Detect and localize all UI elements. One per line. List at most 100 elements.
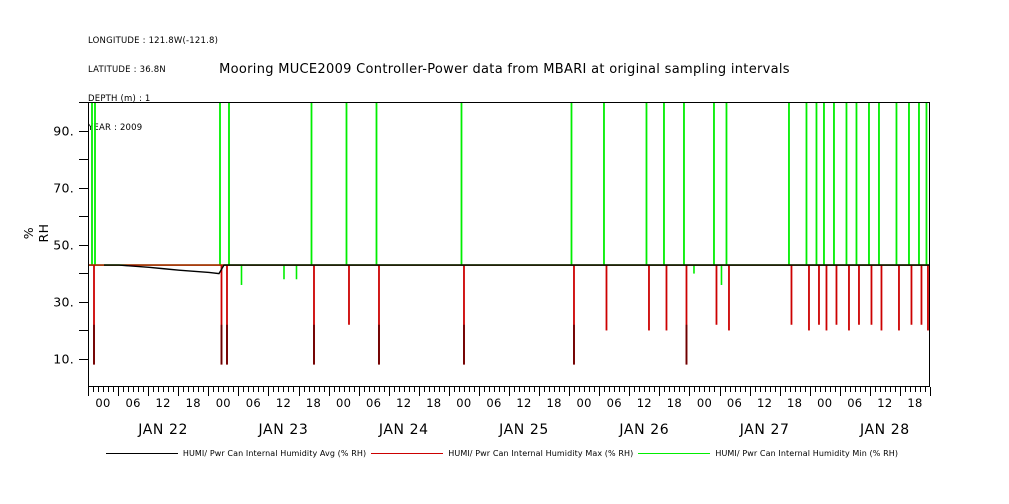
x-axis-minor-tick	[709, 387, 711, 392]
x-axis-minor-tick	[674, 387, 676, 392]
y-axis-tick-label: 50.	[53, 237, 74, 252]
legend-label: HUMI/ Pwr Can Internal Humidity Max (% R…	[448, 449, 634, 458]
legend-color-swatch	[371, 453, 444, 454]
year-text: YEAR : 2009	[88, 122, 143, 133]
y-axis-tick-label: 30.	[53, 294, 74, 309]
x-axis-minor-tick	[398, 387, 400, 392]
x-axis-minor-tick	[213, 387, 215, 392]
x-axis-hour-label: 00	[576, 396, 592, 410]
plot-area	[88, 102, 930, 387]
x-axis-minor-tick	[468, 387, 470, 392]
x-axis-minor-tick	[664, 387, 666, 392]
x-axis-minor-tick	[453, 387, 455, 392]
x-axis-minor-tick	[113, 387, 115, 392]
x-axis-minor-tick	[203, 387, 205, 392]
x-axis-minor-tick	[739, 387, 741, 392]
x-axis-hour-label: 18	[426, 396, 442, 410]
x-axis-minor-tick	[98, 387, 100, 392]
y-axis-tick	[79, 187, 88, 189]
x-axis-minor-tick	[699, 387, 701, 392]
legend-label: HUMI/ Pwr Can Internal Humidity Min (% R…	[715, 449, 899, 458]
x-axis-major-tick	[418, 387, 420, 396]
x-axis-minor-tick	[514, 387, 515, 392]
x-axis-minor-tick	[889, 387, 891, 392]
x-axis-day-labels: JAN 22 JAN 23 JAN 24 JAN 25 JAN 26 JAN 27 JAN …	[88, 422, 930, 442]
x-axis-major-tick	[629, 387, 631, 396]
x-axis-minor-tick	[649, 387, 651, 392]
x-axis-minor-tick	[644, 387, 646, 392]
x-axis-minor-tick	[373, 387, 375, 392]
x-axis-minor-tick	[694, 387, 696, 392]
x-axis-major-tick	[328, 387, 330, 396]
x-axis-hour-label: 18	[546, 396, 562, 410]
x-axis-minor-tick	[684, 387, 686, 392]
x-axis-minor-tick	[614, 387, 616, 392]
x-axis-day-label: JAN 22	[138, 422, 189, 438]
x-axis-hour-label: 00	[95, 396, 111, 410]
x-axis-minor-tick	[824, 387, 826, 392]
y-axis: 10. 30. 50. 70. 90.	[0, 102, 88, 387]
x-axis-minor-tick	[924, 387, 926, 392]
x-axis-major-tick	[208, 387, 210, 396]
x-axis-minor-tick	[584, 387, 586, 392]
y-axis-tick	[79, 301, 88, 303]
x-axis-hour-label: 00	[335, 396, 352, 410]
x-axis-hour-label: 18	[666, 396, 683, 410]
y-axis-tick-label: 90.	[53, 123, 74, 138]
x-axis-minor-tick	[248, 387, 250, 392]
x-axis-minor-tick	[579, 387, 581, 392]
x-axis-minor-tick	[879, 387, 881, 392]
x-axis-minor-tick	[458, 387, 460, 392]
x-axis-minor-tick	[774, 387, 776, 392]
x-axis-hour-label: 12	[396, 396, 412, 410]
x-axis-ticks	[88, 387, 931, 397]
x-axis-minor-tick	[744, 387, 746, 392]
latitude-text: LATITUDE : 36.8N	[88, 64, 166, 75]
legend-color-swatch	[105, 453, 178, 454]
x-axis-major-tick	[599, 387, 601, 396]
x-axis-minor-tick	[258, 387, 260, 392]
depth-text: DEPTH (m) : 1	[88, 93, 151, 104]
plot-canvas	[89, 103, 929, 365]
x-axis-major-tick	[930, 387, 931, 396]
x-axis-minor-tick	[383, 387, 385, 392]
x-axis-minor-tick	[413, 387, 415, 392]
x-axis-minor-tick	[549, 387, 551, 392]
x-axis-major-tick	[839, 387, 841, 396]
x-axis-minor-tick	[123, 387, 125, 392]
x-axis-minor-tick	[904, 387, 906, 392]
x-axis-minor-tick	[488, 387, 490, 392]
legend-color-swatch	[638, 453, 711, 454]
y-axis-minor-tick	[79, 159, 88, 160]
x-axis-minor-tick	[564, 387, 566, 392]
y-axis-minor-tick	[79, 330, 88, 331]
x-axis-day-label: JAN 26	[619, 422, 670, 438]
x-axis-minor-tick	[198, 387, 200, 392]
x-axis-minor-tick	[844, 387, 846, 392]
x-axis-minor-tick	[188, 387, 190, 392]
x-axis-major-tick	[569, 387, 571, 396]
x-axis-minor-tick	[724, 387, 726, 392]
x-axis-major-tick	[178, 387, 180, 396]
x-axis-minor-tick	[408, 387, 410, 392]
y-axis-tick	[79, 358, 88, 360]
x-axis-hour-label: 12	[636, 396, 652, 410]
x-axis-hour-label: 00	[215, 396, 231, 410]
avg-series-line	[103, 264, 929, 275]
x-axis-hour-label: 00	[817, 396, 833, 410]
x-axis-major-tick	[448, 387, 450, 396]
x-axis-minor-tick	[353, 387, 355, 392]
x-axis-hour-label: 06	[125, 396, 141, 410]
x-axis-minor-tick	[163, 387, 165, 392]
x-axis-minor-tick	[218, 387, 220, 392]
chart-legend: HUMI/ Pwr Can Internal Humidity Avg (% R…	[0, 449, 1009, 458]
x-axis-minor-tick	[243, 387, 245, 392]
x-axis-minor-tick	[428, 387, 430, 392]
x-axis-minor-tick	[849, 387, 851, 392]
x-axis-minor-tick	[103, 387, 105, 392]
x-axis-minor-tick	[594, 387, 596, 392]
x-axis-minor-tick	[714, 387, 716, 392]
x-axis-minor-tick	[133, 387, 135, 392]
x-axis-minor-tick	[854, 387, 856, 392]
x-axis-minor-tick	[393, 387, 395, 392]
